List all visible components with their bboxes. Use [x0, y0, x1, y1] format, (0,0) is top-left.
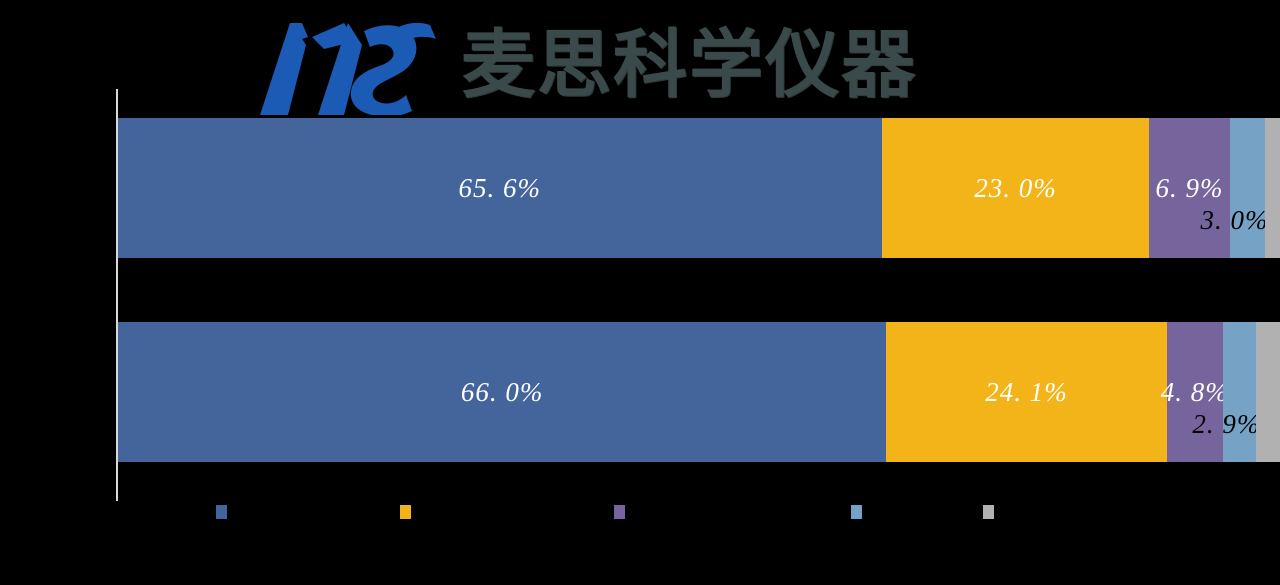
bar-segment-value-label: 65. 6% — [458, 172, 542, 203]
legend-item[interactable] — [216, 504, 235, 520]
bar-segment-value-label: 4. 8% — [1160, 376, 1229, 407]
bar-segment: 6. 9% — [1149, 118, 1230, 258]
legend-item[interactable] — [400, 504, 419, 520]
bar-segment: 23. 0% — [881, 118, 1150, 258]
stacked-bar-row-1: 65. 6% 23. 0% 6. 9%3. 0%1. — [118, 118, 1280, 258]
legend-swatch — [400, 505, 411, 519]
legend-swatch — [216, 505, 227, 519]
bar-segment-value-label: 2. 9% — [1192, 409, 1261, 439]
brand-logo: 麦思科学仪器 — [232, 12, 1022, 117]
legend-swatch — [851, 505, 862, 519]
bar-segment-value-label: 23. 0% — [974, 172, 1057, 203]
legend-item[interactable] — [851, 504, 870, 520]
bar-segment: 66. 0% — [118, 322, 887, 462]
brand-logo-text: 麦思科学仪器 — [461, 21, 917, 108]
legend-item[interactable] — [614, 504, 633, 520]
bar-segment: 2. 9% — [1192, 322, 1259, 462]
bar-segment-value-label: 66. 0% — [460, 376, 544, 407]
legend-swatch — [983, 505, 994, 519]
bar-segment: 2. — [1256, 322, 1280, 462]
stacked-bar-row-2: 66. 0% 24. 1% 4. 8%2. 9%2. — [118, 322, 1280, 462]
bar-segment: 65. 6% — [118, 118, 882, 258]
ms-monogram-icon — [260, 22, 436, 115]
legend-swatch — [614, 505, 625, 519]
bar-segment: 4. 8% — [1161, 322, 1228, 462]
chart-legend — [0, 504, 1280, 524]
bar-segment: 1. — [1264, 118, 1280, 258]
legend-item[interactable] — [983, 504, 1002, 520]
bar-segment-value-label: 24. 1% — [985, 376, 1068, 407]
y-axis-line — [116, 89, 118, 501]
bar-segment: 3. 0% — [1201, 118, 1268, 258]
bar-segment-value-label: 3. 0% — [1200, 205, 1269, 235]
bar-segment-value-label: 6. 9% — [1155, 172, 1224, 203]
bar-segment: 24. 1% — [886, 322, 1167, 462]
